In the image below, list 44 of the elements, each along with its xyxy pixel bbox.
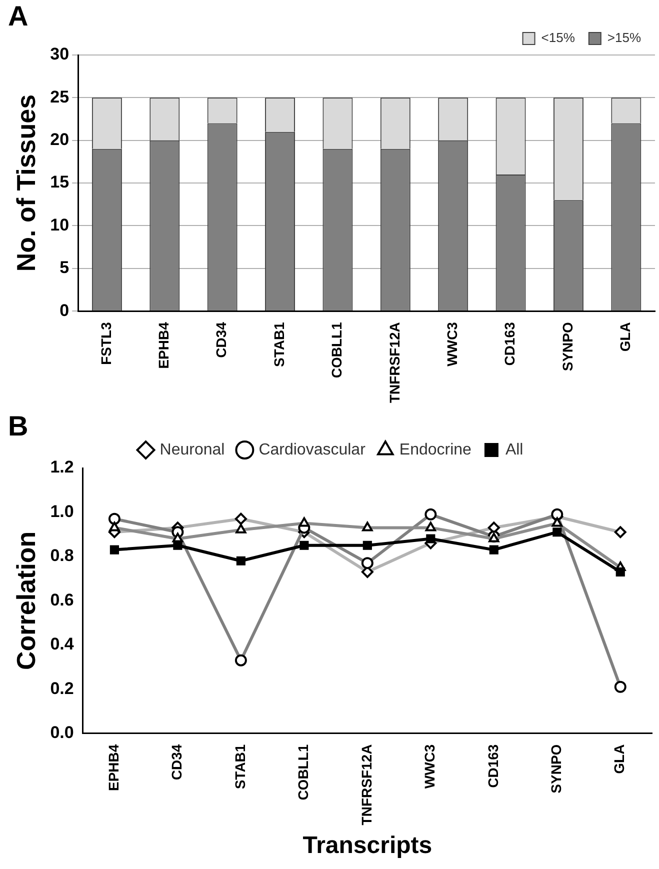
text: B <box>8 410 28 442</box>
y-tick-label: 0.4 <box>50 634 74 654</box>
x-tick-label: CD163 <box>484 744 501 788</box>
y-tick-label: 5 <box>60 258 70 278</box>
y-tick-label: 25 <box>50 87 70 106</box>
y-axis-title: Correlation <box>10 531 41 670</box>
x-tick-label: GLA <box>617 322 634 352</box>
y-tick-label: 10 <box>50 215 70 234</box>
x-tick-label: CD34 <box>213 322 230 358</box>
y-tick-label: 0 <box>60 300 70 320</box>
x-tick-label: COBLL1 <box>328 322 345 378</box>
x-tick-label: FSTL3 <box>98 322 114 365</box>
legend-label: Neuronal <box>160 441 225 458</box>
x-tick-label: WWC3 <box>444 322 460 366</box>
x-tick-label: STAB1 <box>270 322 287 367</box>
x-tick-label: CD34 <box>168 744 185 780</box>
x-tick-label: COBLL1 <box>295 744 312 800</box>
x-tick-label: WWC3 <box>422 744 438 789</box>
y-tick-label: 20 <box>50 130 70 150</box>
x-tick-label: TNFRSF12A <box>358 744 374 826</box>
y-tick-label: 15 <box>50 172 70 192</box>
x-tick-label: EPHB4 <box>105 744 122 791</box>
x-tick-label: EPHB4 <box>156 322 172 369</box>
x-tick-label: SYNPO <box>548 744 564 794</box>
x-tick-label: TNFRSF12A <box>386 322 402 404</box>
legend-label: >15% <box>607 30 642 46</box>
x-tick-label: SYNPO <box>559 322 576 372</box>
y-tick-label: 0.0 <box>50 722 74 742</box>
legend-label: <15% <box>541 30 576 46</box>
text: A <box>8 0 28 32</box>
y-tick-label: 0.2 <box>50 678 74 698</box>
x-tick-label: STAB1 <box>232 744 248 790</box>
y-tick-label: 1.2 <box>50 458 74 477</box>
legend-label: Cardiovascular <box>258 441 366 458</box>
y-tick-label: 30 <box>50 44 70 64</box>
x-tick-label: CD163 <box>502 322 518 366</box>
x-tick-label: GLA <box>611 744 628 774</box>
legend-label: All <box>505 441 524 458</box>
y-tick-label: 1.0 <box>50 502 74 521</box>
x-axis-title: Transcripts <box>302 832 432 860</box>
legend-label: Endocrine <box>399 441 472 458</box>
y-axis-title: No. of Tissues <box>10 94 41 272</box>
y-tick-label: 0.6 <box>50 590 74 610</box>
y-tick-label: 0.8 <box>50 546 74 566</box>
